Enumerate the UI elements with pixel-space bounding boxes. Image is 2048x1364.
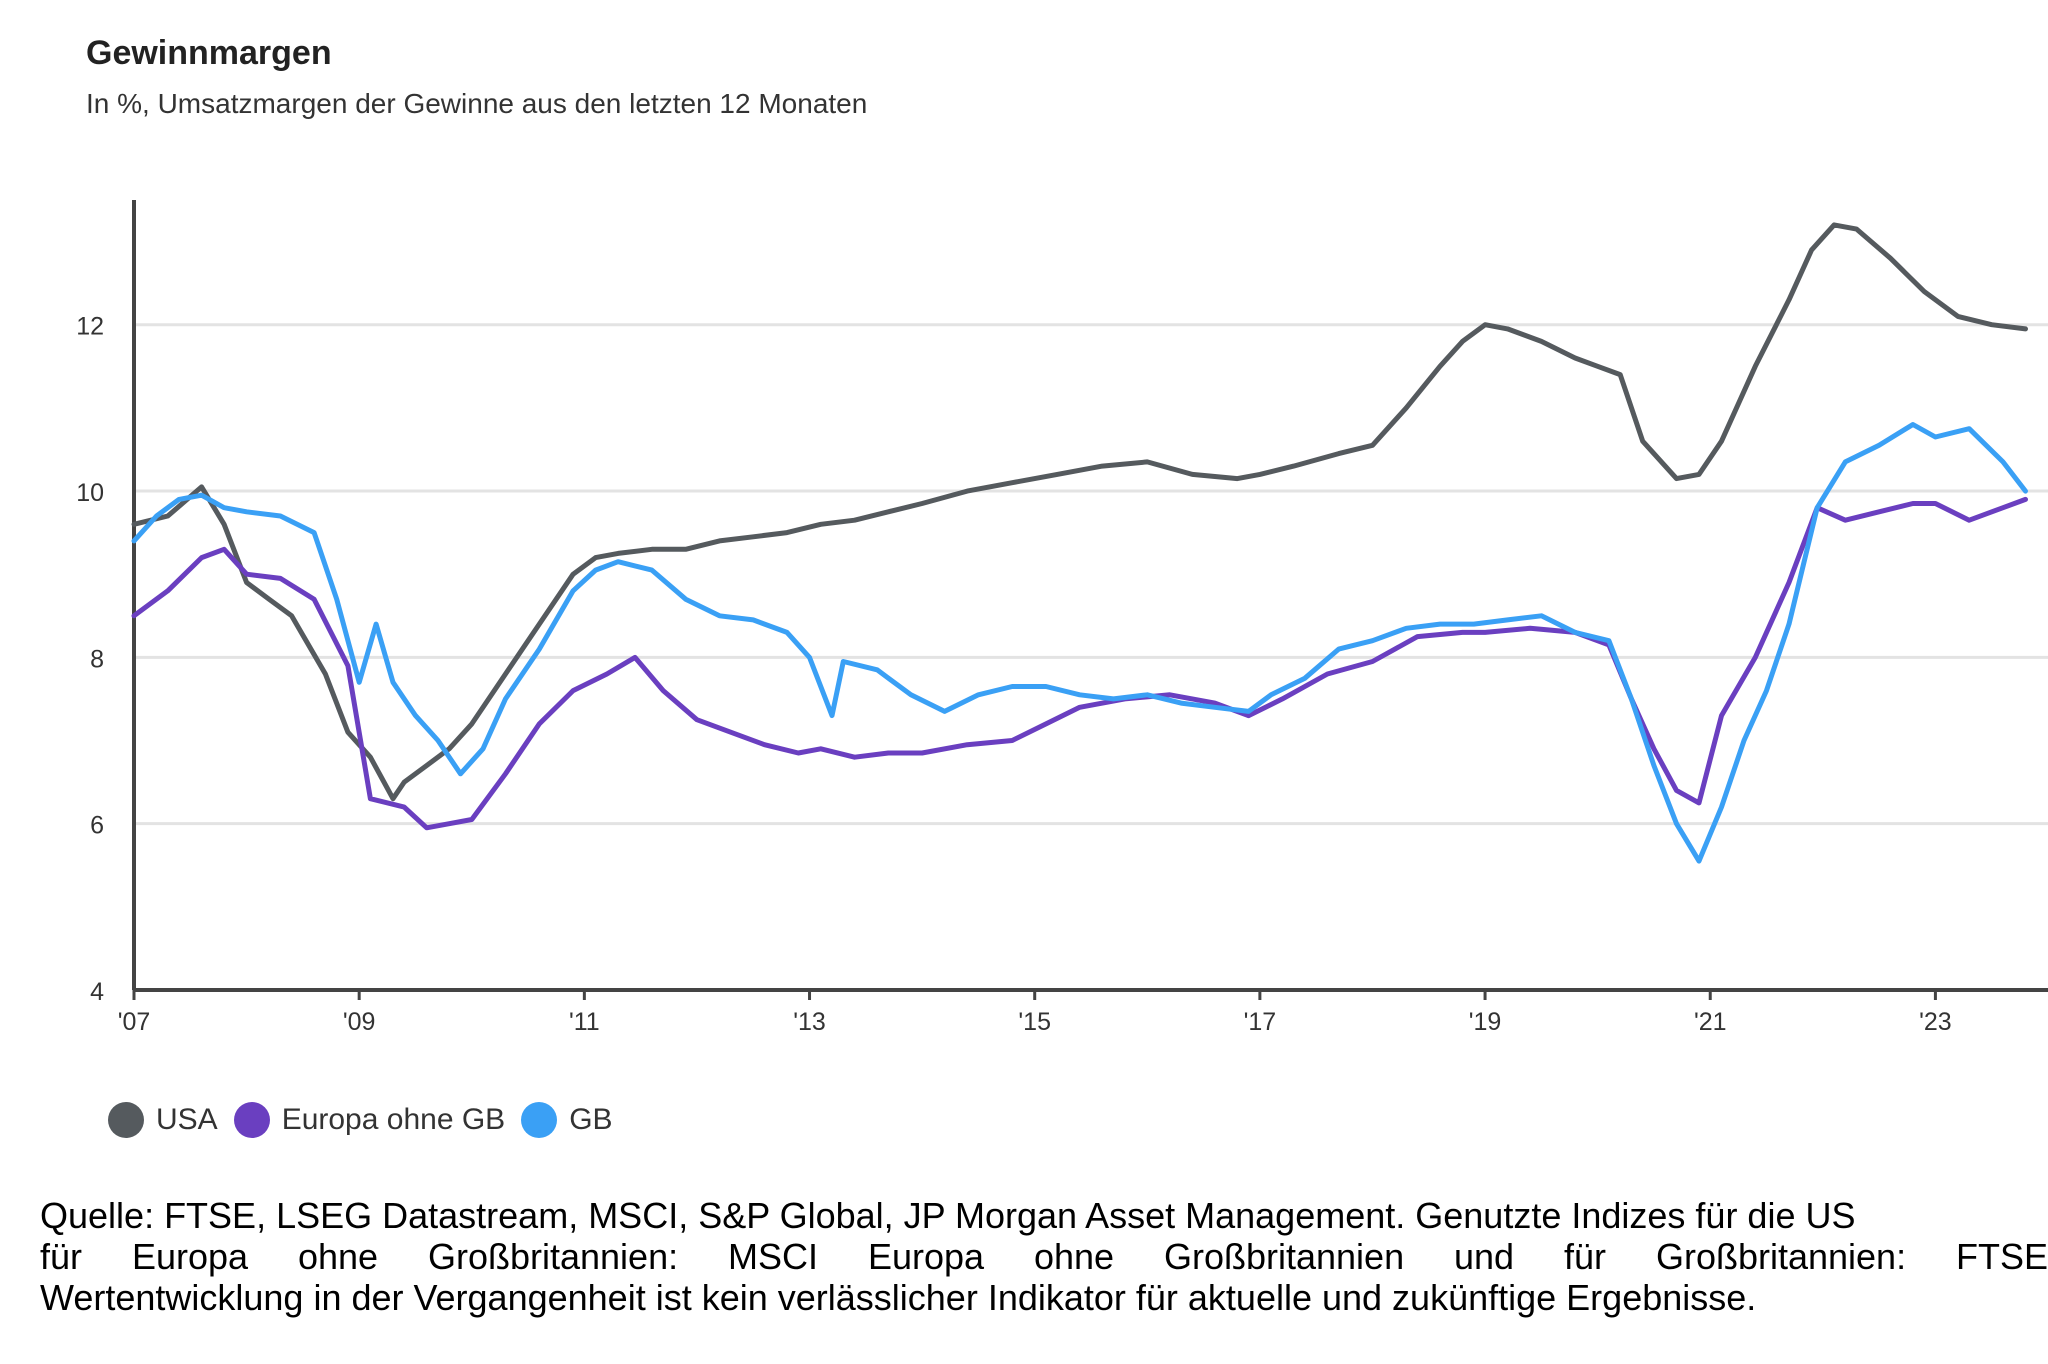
y-tick-label: 6 <box>90 812 104 840</box>
x-tick-label: '13 <box>793 1008 826 1036</box>
line-chart: 4 6 8 10 12 '07 '09 '11 '13 '15 '17 '19 '21 '23 <box>76 200 2048 1036</box>
gridlines <box>134 323 2048 826</box>
legend-item-europa: Europa ohne GB <box>233 1102 506 1138</box>
chart-title: Gewinnmargen <box>86 34 332 72</box>
source-line-2-word: Großbritannien: <box>1655 1236 1907 1277</box>
source-line-2-word: Großbritannien <box>1163 1236 1405 1277</box>
legend-label-europa: Europa ohne GB <box>281 1103 506 1136</box>
y-tick-label: 8 <box>90 645 104 673</box>
source-line-2-word: für <box>40 1236 83 1277</box>
series-line-europa-ohne-gb <box>131 496 2028 831</box>
source-line-2-word: und <box>1454 1236 1515 1277</box>
x-tick-label: '15 <box>1018 1008 1051 1036</box>
legend-swatch-gb <box>521 1102 558 1138</box>
x-tick-label: '11 <box>569 1008 600 1036</box>
source-note: Quelle: FTSE, LSEG Datastream, MSCI, S&P… <box>40 1195 2048 1318</box>
legend-item-gb: GB <box>521 1102 613 1138</box>
legend: USA Europa ohne GB GB <box>108 1102 629 1138</box>
y-tick-label: 12 <box>76 313 104 341</box>
x-tick-label: '09 <box>343 1008 376 1036</box>
legend-swatch-europa <box>233 1102 270 1138</box>
chart-subtitle: In %, Umsatzmargen der Gewinne aus den l… <box>86 88 868 119</box>
series-line-gb <box>131 422 2028 864</box>
source-line-2-word: Europa <box>131 1236 249 1277</box>
y-tick-label: 10 <box>76 479 104 507</box>
x-tick-label: '21 <box>1694 1008 1727 1036</box>
source-line-3: Wertentwicklung in der Vergangenheit ist… <box>40 1277 1757 1318</box>
x-tick-label: '19 <box>1469 1008 1502 1036</box>
legend-label-usa: USA <box>156 1103 218 1136</box>
x-tick-label: '17 <box>1244 1008 1277 1036</box>
source-line-2: für Europa ohne Großbritannien: MSCI Europa oh… <box>40 1236 2048 1277</box>
legend-swatch-usa <box>108 1102 144 1138</box>
source-line-2-word: MSCI <box>728 1236 819 1277</box>
series-lines <box>131 222 2028 864</box>
x-tick-label: '23 <box>1919 1008 1952 1036</box>
source-line-2-word: Großbritannien: <box>427 1236 679 1277</box>
y-tick-label: 4 <box>90 978 104 1006</box>
axes <box>132 200 2048 1000</box>
series-line-usa <box>131 222 2028 802</box>
legend-item-usa: USA <box>108 1102 218 1138</box>
source-line-2-word: für <box>1564 1236 1607 1277</box>
legend-label-gb: GB <box>569 1103 613 1136</box>
source-line-2-word: FTSE-All <box>1956 1236 2048 1277</box>
source-line-1: Quelle: FTSE, LSEG Datastream, MSCI, S&P… <box>40 1195 1856 1236</box>
source-line-2-word: ohne <box>297 1236 379 1277</box>
source-line-2-word: Europa <box>867 1236 985 1277</box>
tick-labels: 4 6 8 10 12 '07 '09 '11 '13 '15 '17 '19 '21 '23 <box>76 313 1952 1036</box>
x-tick-label: '07 <box>118 1008 151 1036</box>
source-line-2-word: ohne <box>1033 1236 1115 1277</box>
